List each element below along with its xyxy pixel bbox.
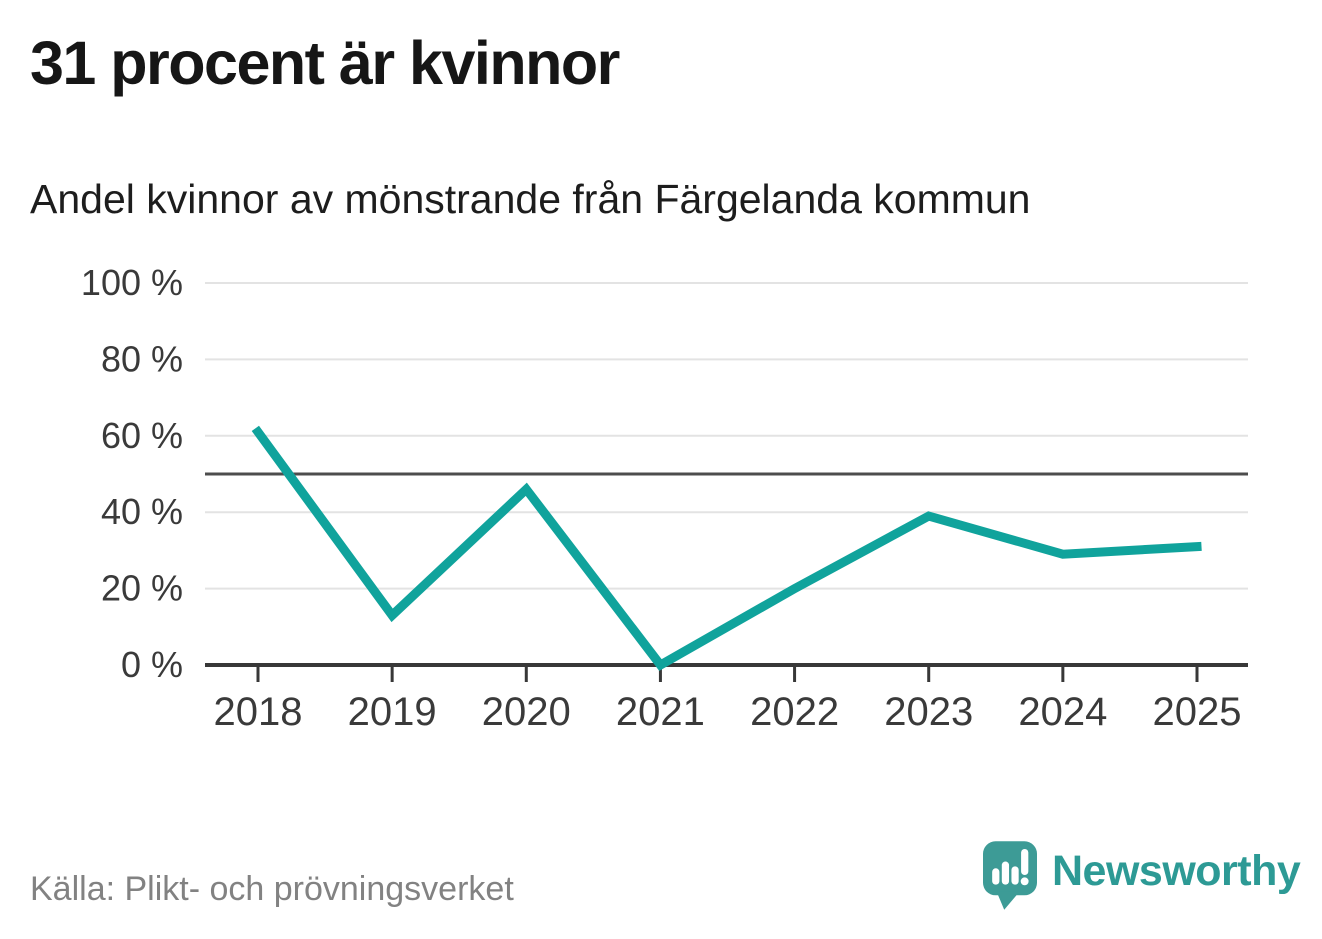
x-axis-label: 2023 xyxy=(884,690,973,734)
y-axis-label: 0 % xyxy=(121,644,183,685)
y-axis-label: 100 % xyxy=(81,262,183,303)
x-axis-label: 2021 xyxy=(616,690,705,734)
x-axis-label: 2020 xyxy=(482,690,571,734)
y-axis-label: 80 % xyxy=(101,338,183,379)
x-axis-label: 2019 xyxy=(348,690,437,734)
y-axis-label: 40 % xyxy=(101,491,183,532)
x-axis-label: 2018 xyxy=(214,690,303,734)
chart-subtitle: Andel kvinnor av mönstrande från Färgela… xyxy=(30,176,1031,222)
y-axis-label: 60 % xyxy=(101,415,183,456)
data-line xyxy=(251,425,1202,671)
chart-title: 31 procent är kvinnor xyxy=(30,29,620,97)
x-axis-label: 2024 xyxy=(1018,690,1107,734)
x-axis-label: 2025 xyxy=(1153,690,1242,734)
axis-labels: 0 % 20 % 40 % 60 % 80 % 100 % 2018 2019 2020 2021… xyxy=(81,262,1242,734)
gridlines xyxy=(205,282,1248,590)
axes xyxy=(205,663,1248,682)
newsworthy-logo-icon xyxy=(983,841,1037,910)
newsworthy-brand-text: Newsworthy xyxy=(1052,847,1301,895)
y-axis-label: 20 % xyxy=(101,568,183,609)
source-caption: Källa: Plikt- och prövningsverket xyxy=(30,870,514,908)
data-series xyxy=(251,425,1202,671)
newsworthy-brand: Newsworthy xyxy=(983,841,1301,911)
x-axis-label: 2022 xyxy=(750,690,839,734)
